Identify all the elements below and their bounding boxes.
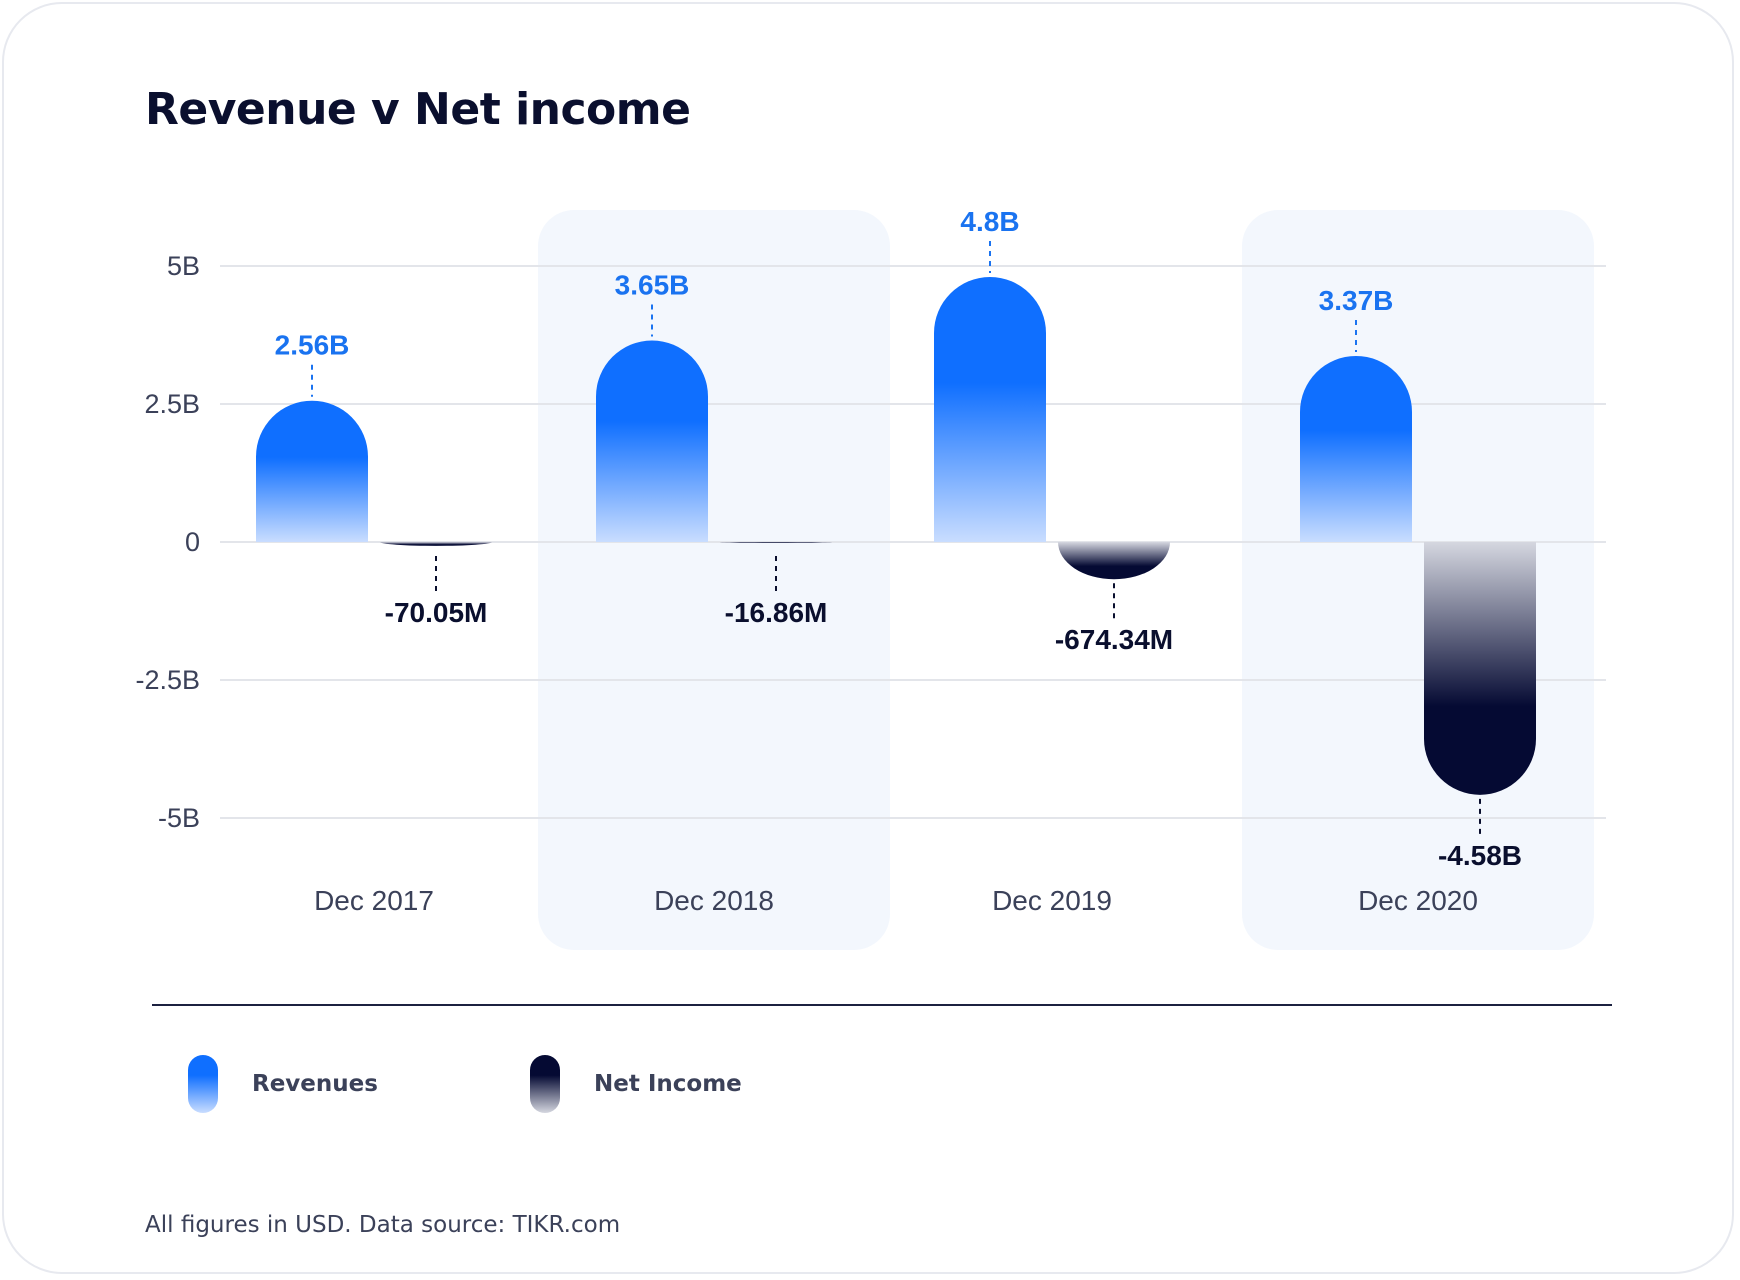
legend-item-revenues: Revenues xyxy=(188,1055,378,1113)
revenue-bar xyxy=(256,400,368,542)
y-tick-label: 2.5B xyxy=(144,389,200,419)
chart-plot: 5B 2.5B 0 -2.5B -5B 2.56B -70.05M 3.65B -16.86M… xyxy=(135,206,1606,950)
net-income-bar xyxy=(1424,542,1536,795)
legend-swatch-net-income xyxy=(530,1055,560,1113)
net-income-value-label: -4.58B xyxy=(1438,840,1522,871)
x-category-label: Dec 2018 xyxy=(654,885,774,916)
y-tick-label: -5B xyxy=(158,803,200,833)
net-income-value-label: -70.05M xyxy=(385,597,488,628)
net-income-value-label: -674.34M xyxy=(1055,624,1173,655)
y-tick-label: -2.5B xyxy=(135,665,200,695)
legend-divider xyxy=(152,1004,1612,1006)
revenue-value-label: 4.8B xyxy=(960,206,1019,237)
revenue-bar xyxy=(1300,355,1412,542)
y-tick-label: 0 xyxy=(185,527,200,557)
x-category-label: Dec 2017 xyxy=(314,885,434,916)
net-income-value-label: -16.86M xyxy=(725,597,828,628)
revenue-value-label: 3.65B xyxy=(615,270,690,301)
x-category-label: Dec 2019 xyxy=(992,885,1112,916)
chart-title: Revenue v Net income xyxy=(145,84,691,135)
legend-swatch-revenues xyxy=(188,1055,218,1113)
net-income-bar xyxy=(380,542,492,546)
footnote: All figures in USD. Data source: TIKR.co… xyxy=(145,1212,621,1238)
revenue-value-label: 2.56B xyxy=(275,330,350,361)
revenue-bar xyxy=(934,277,1046,542)
x-category-label: Dec 2020 xyxy=(1358,885,1478,916)
revenue-bar xyxy=(596,340,708,542)
revenue-value-label: 3.37B xyxy=(1319,285,1394,316)
net-income-bar xyxy=(1058,542,1170,580)
y-tick-label: 5B xyxy=(167,251,200,281)
highlight-panel-1 xyxy=(538,210,890,950)
legend-label-revenues: Revenues xyxy=(252,1071,378,1097)
legend-item-net-income: Net Income xyxy=(530,1055,742,1113)
net-income-bar xyxy=(720,542,832,543)
legend-label-net-income: Net Income xyxy=(594,1071,742,1097)
highlight-panel-3 xyxy=(1242,210,1594,950)
